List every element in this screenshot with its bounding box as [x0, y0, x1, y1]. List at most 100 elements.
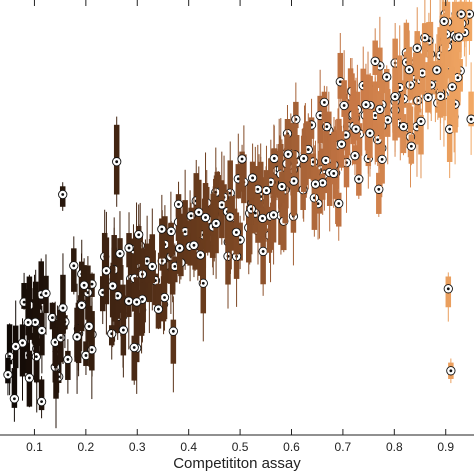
median-dot — [197, 210, 201, 214]
data-point — [63, 339, 73, 394]
iqr-box — [131, 335, 137, 381]
iqr-box — [11, 368, 18, 408]
iqr-box — [81, 265, 87, 293]
median-dot — [386, 118, 390, 122]
median-dot — [292, 179, 296, 183]
median-dot — [14, 345, 18, 348]
data-point — [153, 252, 164, 330]
data-point — [36, 376, 47, 419]
x-axis-label: Competititon assay — [173, 455, 301, 472]
x-tick-label: 0.5 — [232, 440, 249, 454]
median-dot — [61, 193, 65, 196]
iqr-box — [392, 80, 398, 127]
median-dot — [61, 306, 65, 310]
iqr-box — [428, 61, 435, 94]
data-point — [289, 126, 299, 228]
iqr-box — [159, 218, 165, 259]
iqr-box — [341, 80, 347, 117]
median-dot — [378, 64, 382, 68]
data-point — [168, 296, 179, 393]
median-dot — [302, 157, 306, 160]
median-dot — [90, 348, 94, 352]
median-dot — [353, 154, 357, 158]
data-point — [23, 277, 33, 348]
iqr-box — [400, 114, 407, 154]
iqr-box — [170, 319, 177, 364]
data-point — [101, 211, 112, 335]
iqr-box — [418, 115, 424, 155]
median-dot — [238, 238, 242, 242]
data-point — [446, 358, 456, 384]
data-point — [200, 152, 211, 268]
median-dot — [101, 291, 105, 294]
median-dot — [426, 95, 430, 99]
iqr-box — [353, 109, 359, 137]
median-dot — [457, 35, 461, 39]
data-point — [370, 28, 380, 94]
iqr-box — [455, 61, 461, 106]
data-point — [339, 50, 349, 119]
median-dot — [407, 68, 411, 72]
data-point — [361, 63, 371, 138]
data-point — [124, 268, 134, 350]
median-dot — [140, 297, 144, 301]
median-dot — [137, 233, 141, 237]
median-dot — [22, 300, 26, 304]
median-dot — [132, 346, 136, 349]
data-point — [195, 218, 206, 285]
median-dot — [314, 182, 317, 186]
data-point — [466, 62, 474, 155]
data-point — [354, 142, 364, 199]
iqr-box — [384, 88, 391, 137]
data-point — [439, 13, 449, 81]
median-dot — [220, 203, 224, 207]
x-tick-label: 0.9 — [437, 440, 454, 454]
median-dot — [261, 216, 264, 220]
median-dot — [435, 68, 439, 72]
median-dot — [354, 127, 358, 131]
median-dot — [342, 104, 346, 107]
median-dot — [214, 222, 218, 225]
iqr-box — [268, 158, 274, 195]
median-dot — [318, 114, 322, 117]
iqr-box — [176, 215, 183, 269]
median-dot — [421, 71, 424, 75]
iqr-box — [466, 1, 473, 42]
median-dot — [265, 189, 268, 192]
data-point — [147, 208, 157, 311]
data-points — [3, 0, 474, 429]
median-dot — [373, 59, 377, 63]
data-point — [365, 107, 375, 177]
iqr-box — [449, 66, 455, 117]
median-dot — [145, 259, 149, 263]
iqr-box — [343, 155, 350, 188]
median-dot — [442, 19, 446, 23]
iqr-box — [78, 294, 85, 332]
iqr-box — [406, 46, 412, 82]
data-point — [336, 125, 347, 171]
data-point — [231, 185, 241, 264]
median-dot — [468, 12, 471, 16]
median-dot — [8, 355, 12, 358]
iqr-box — [330, 150, 337, 185]
median-dot — [272, 157, 276, 160]
data-point — [186, 202, 196, 262]
data-point — [47, 302, 58, 344]
median-dot — [104, 269, 108, 273]
median-dot — [127, 299, 131, 303]
x-tick-label: 0.7 — [335, 440, 352, 454]
data-point — [58, 253, 68, 364]
iqr-box — [25, 288, 31, 336]
median-dot — [116, 294, 120, 298]
x-axis: 0.1 0.2 0.3 0.4 0.5 0.6 0.7 0.8 0.9 — [0, 0, 474, 454]
iqr-box — [292, 123, 298, 164]
median-dot — [415, 46, 419, 50]
median-dot — [364, 103, 368, 107]
median-dot — [253, 211, 257, 215]
iqr-box — [32, 288, 39, 346]
median-dot — [368, 131, 372, 135]
median-dot — [393, 95, 397, 99]
data-point — [41, 254, 51, 335]
median-dot — [459, 12, 463, 16]
median-dot — [324, 159, 328, 162]
